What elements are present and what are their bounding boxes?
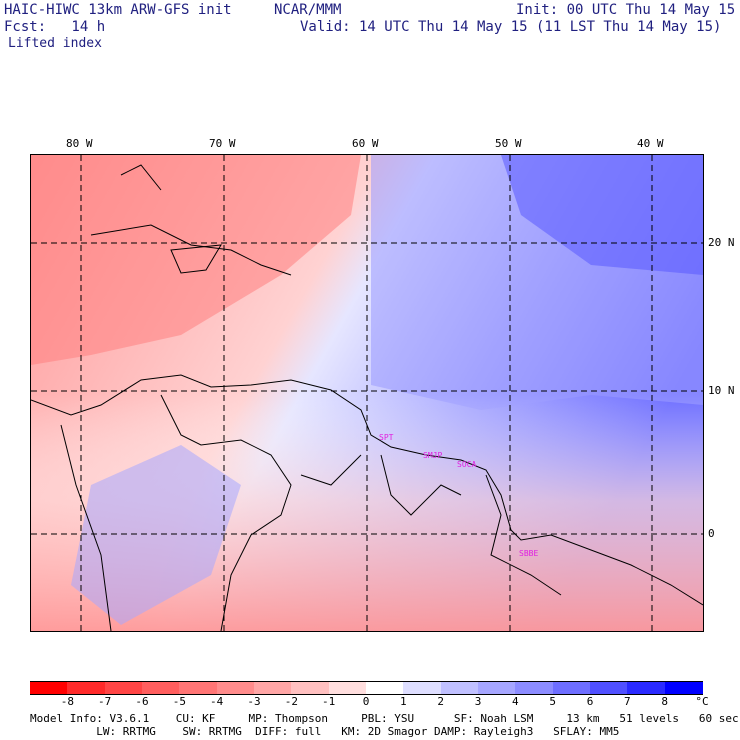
colorbar-tick-label: -8 (60, 695, 74, 708)
lon-label-40w: 40 W (637, 137, 664, 150)
model-title: HAIC-HIWC 13km ARW-GFS init (4, 2, 232, 18)
station-label-smjp: SMJP (423, 451, 443, 460)
colorbar-tick-label: -6 (135, 695, 149, 708)
colorbar-swatch (590, 681, 628, 695)
model-info-line1: Model Info: V3.6.1 CU: KF MP: Thompson P… (30, 712, 739, 725)
colorbar-tick-label: 5 (549, 695, 556, 708)
colorbar-swatch (254, 681, 292, 695)
colorbar-swatch (366, 681, 404, 695)
forecast-hour: Fcst: 14 h (4, 19, 106, 35)
colorbar-tick-label: -4 (210, 695, 224, 708)
colorbar-tick-label: 2 (437, 695, 444, 708)
lifted-index-map: SPT SMJP SOCA SBBE (30, 154, 704, 632)
station-label-soca: SOCA (457, 460, 477, 469)
colorbar-tick-label: 3 (474, 695, 482, 708)
coastlines (31, 164, 703, 631)
colorbar-swatch (67, 681, 106, 695)
lon-label-70w: 70 W (209, 137, 236, 150)
colorbar-swatch (627, 681, 666, 695)
map-canvas (31, 155, 703, 631)
station-label-spt: SPT (379, 433, 394, 442)
colorbar-swatch (478, 681, 516, 695)
lat-lon-grid (31, 155, 703, 631)
colorbar-swatch (179, 681, 218, 695)
colorbar-swatch (291, 681, 330, 695)
colorbar-tick-label: -7 (98, 695, 112, 708)
lon-label-60w: 60 W (352, 137, 379, 150)
colorbar-tick-label: 4 (512, 695, 519, 708)
unstable-caribbean (31, 155, 361, 365)
colorbar-swatch (216, 681, 255, 695)
colorbar-tick-label: 6 (586, 695, 594, 708)
colorbar-swatch (142, 681, 180, 695)
colorbar-tick-label: -5 (172, 695, 186, 708)
colorbar-tick-label: 0 (362, 695, 370, 708)
lon-label-50w: 50 W (495, 137, 522, 150)
colorbar-tick-label: -1 (322, 695, 336, 708)
init-time: Init: 00 UTC Thu 14 May 15 (516, 2, 736, 18)
colorbar-unit: °C (695, 695, 709, 708)
model-info-line2: LW: RRTMG SW: RRTMG DIFF: full KM: 2D Sm… (30, 725, 620, 738)
lon-label-80w: 80 W (66, 137, 93, 150)
lat-label-20n: 20 N (708, 236, 735, 249)
colorbar-swatch (515, 681, 554, 695)
colorbar-tick-label: 8 (661, 695, 668, 708)
colorbar-swatch (30, 681, 68, 695)
field-name: Lifted index (8, 36, 102, 51)
colorbar-swatch (440, 681, 479, 695)
colorbar-swatch (328, 681, 367, 695)
colorbar-swatch (664, 681, 703, 695)
stable-andes (71, 445, 241, 625)
colorbar-swatch (552, 681, 591, 695)
colorbar-swatch (104, 681, 143, 695)
colorbar-swatch (403, 681, 442, 695)
station-label-sbbe: SBBE (519, 549, 539, 558)
colorbar-tick-label: -3 (247, 695, 261, 708)
colorbar-tick-label: -2 (284, 695, 298, 708)
org-label: NCAR/MMM (274, 2, 342, 18)
colorbar-tick-label: 7 (624, 695, 631, 708)
colorbar-tick-label: 1 (400, 695, 407, 708)
lat-label-10n: 10 N (708, 384, 735, 397)
lat-label-0: 0 (708, 527, 715, 540)
valid-time: Valid: 14 UTC Thu 14 May 15 (11 LST Thu … (300, 19, 722, 35)
